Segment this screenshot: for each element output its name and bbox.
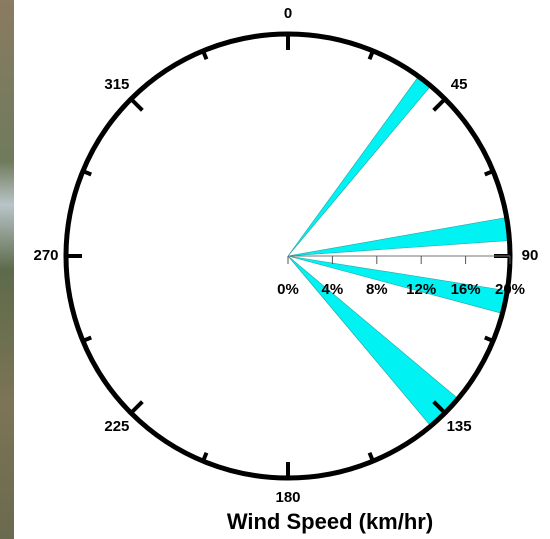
angle-tick-label: 270 [33,247,58,264]
wind-sector [288,217,509,256]
radial-tick-label: 8% [366,281,388,298]
radial-tick-label: 4% [322,281,344,298]
angle-tick-label: 315 [104,76,129,93]
angle-tick-label: 225 [104,418,129,435]
chart-title: Wind Speed (km/hr) [227,509,433,534]
radial-tick-label: 12% [406,281,436,298]
angle-tick [434,99,445,110]
angle-tick-label: 90 [522,247,539,264]
radial-tick-label: 20% [495,281,525,298]
angle-tick-label: 180 [275,489,300,506]
map-background [0,0,14,539]
angle-tick [131,402,142,413]
page: Wind Speed (km/hr) 0 45 90 135 180 225 270 315 0… [0,0,550,539]
radial-tick-label: 16% [451,281,481,298]
angle-tick-label: 135 [447,418,472,435]
angle-tick [131,99,142,110]
angle-tick-label: 0 [284,5,292,22]
angle-tick-label: 45 [451,76,468,93]
wind-sector [288,76,431,256]
chart: Wind Speed (km/hr) 0 45 90 135 180 225 270 315 0… [0,0,550,539]
radial-tick-label: 0% [277,281,299,298]
